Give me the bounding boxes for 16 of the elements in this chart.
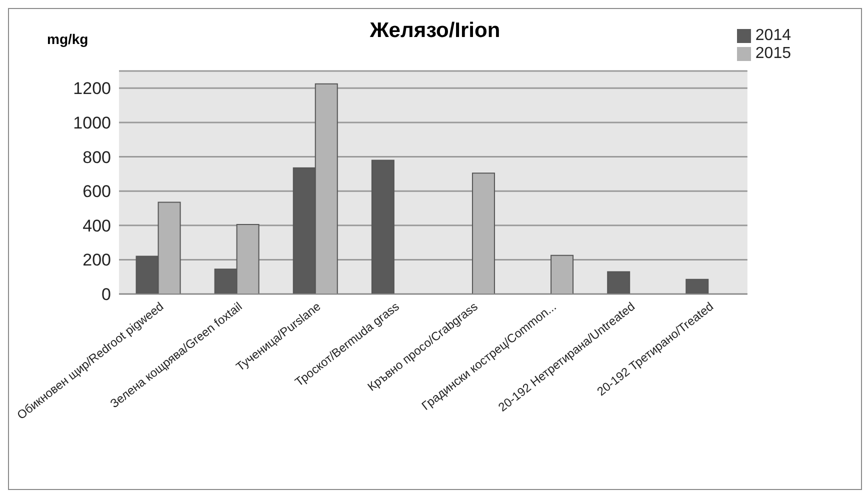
y-tick-label: 200 bbox=[82, 250, 111, 270]
legend-label: 2014 bbox=[755, 27, 791, 44]
bar bbox=[472, 172, 495, 294]
y-tick-label: 0 bbox=[102, 285, 111, 304]
bar bbox=[607, 271, 630, 294]
y-tick-label: 400 bbox=[82, 216, 111, 236]
chart-title: Желязо/Irion bbox=[370, 19, 500, 42]
y-tick-label: 800 bbox=[82, 148, 111, 167]
y-axis-title: mg/kg bbox=[47, 31, 88, 47]
y-tick-label: 1200 bbox=[73, 79, 111, 98]
y-tick-label: 600 bbox=[82, 182, 111, 202]
bar bbox=[371, 160, 394, 294]
y-tick-label: 1000 bbox=[73, 113, 111, 132]
bar bbox=[686, 278, 709, 294]
legend-label: 2015 bbox=[755, 45, 791, 62]
bar bbox=[550, 254, 574, 294]
